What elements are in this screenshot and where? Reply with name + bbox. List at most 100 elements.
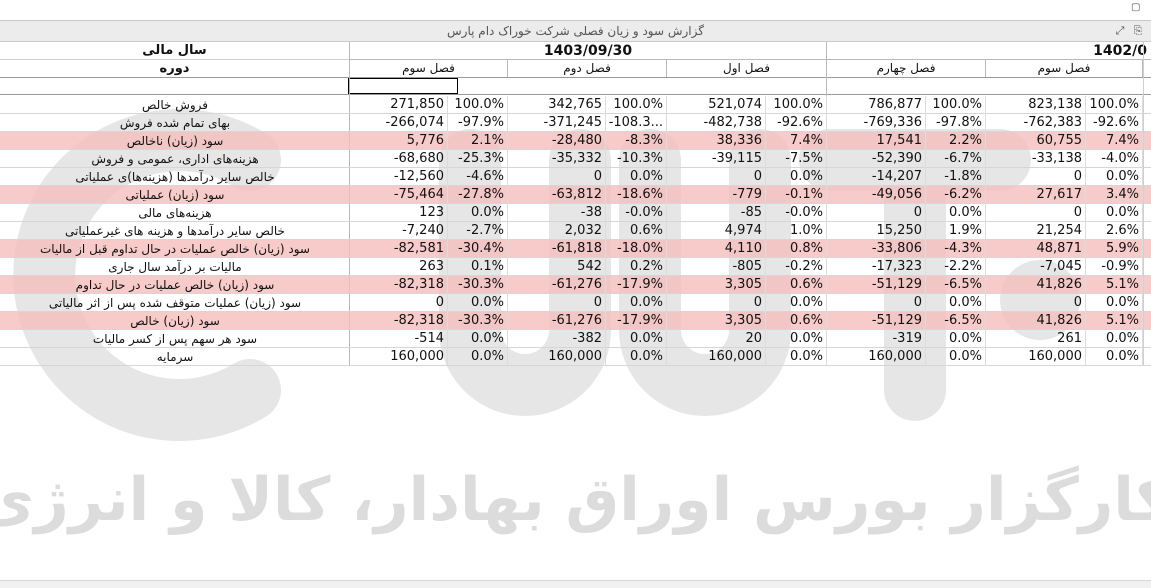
percent-cell[interactable]: 0.0%	[926, 204, 986, 222]
amount-cell[interactable]: -52,390	[827, 150, 926, 168]
amount-cell[interactable]: -82,318	[350, 276, 448, 294]
amount-cell[interactable]: -61,276	[508, 312, 606, 330]
percent-cell[interactable]: 0.0%	[1086, 204, 1143, 222]
percent-cell[interactable]: -4.0%	[1086, 150, 1143, 168]
amount-cell[interactable]: -33,806	[827, 240, 926, 258]
amount-cell[interactable]: -12,560	[350, 168, 448, 186]
percent-cell[interactable]: -108.3...	[606, 114, 667, 132]
percent-cell[interactable]: -30.4%	[448, 240, 508, 258]
percent-cell[interactable]: -7.5%	[766, 150, 827, 168]
percent-cell[interactable]: -0.1%	[766, 186, 827, 204]
amount-cell[interactable]: -28,480	[508, 132, 606, 150]
table-row[interactable]: سود (زیان) خالص -82,318 -30.3% -61,276 -17.9…	[0, 312, 1151, 330]
expand-icon[interactable]: ⤢	[1115, 24, 1125, 37]
table-row[interactable]: سود (زیان) خالص عملیات در حال تداوم -82,3…	[0, 276, 1151, 294]
amount-cell[interactable]: -33,138	[986, 150, 1086, 168]
amount-cell[interactable]: 0	[667, 294, 766, 312]
amount-cell[interactable]: -85	[667, 204, 766, 222]
percent-cell[interactable]: -6.7%	[926, 150, 986, 168]
percent-cell[interactable]: 0.8%	[766, 240, 827, 258]
percent-cell[interactable]: -4.3%	[926, 240, 986, 258]
amount-cell[interactable]: 17,541	[827, 132, 926, 150]
percent-cell[interactable]: 0.0%	[766, 330, 827, 348]
percent-cell[interactable]: 0.0%	[926, 348, 986, 366]
percent-cell[interactable]: -18.0%	[606, 240, 667, 258]
amount-cell[interactable]: -266,074	[350, 114, 448, 132]
percent-cell[interactable]: 7.4%	[766, 132, 827, 150]
amount-cell[interactable]: 27,617	[986, 186, 1086, 204]
percent-cell[interactable]: -0.2%	[766, 258, 827, 276]
percent-cell[interactable]: -0.0%	[606, 204, 667, 222]
amount-cell[interactable]: 48,871	[986, 240, 1086, 258]
table-row[interactable]: سود (زیان) عملیات متوقف شده پس از اثر ما…	[0, 294, 1151, 312]
amount-cell[interactable]: 542	[508, 258, 606, 276]
percent-cell[interactable]: 0.0%	[766, 348, 827, 366]
amount-cell[interactable]: 521,074	[667, 96, 766, 114]
amount-cell[interactable]: -51,129	[827, 276, 926, 294]
table-row[interactable]: خالص سایر درآمدها (هزینه‌ها)ی عملیاتی -12…	[0, 168, 1151, 186]
amount-cell[interactable]: -17,323	[827, 258, 926, 276]
amount-cell[interactable]: -382	[508, 330, 606, 348]
table-row[interactable]: مالیات بر درآمد سال جاری 263 0.1% 542 0.2% -8…	[0, 258, 1151, 276]
percent-cell[interactable]: 100.0%	[606, 96, 667, 114]
amount-cell[interactable]: 123	[350, 204, 448, 222]
amount-cell[interactable]: -61,276	[508, 276, 606, 294]
amount-cell[interactable]: 4,110	[667, 240, 766, 258]
percent-cell[interactable]: -30.3%	[448, 276, 508, 294]
amount-cell[interactable]: 786,877	[827, 96, 926, 114]
percent-cell[interactable]: 0.0%	[1086, 348, 1143, 366]
percent-cell[interactable]: -92.6%	[766, 114, 827, 132]
percent-cell[interactable]: -4.6%	[448, 168, 508, 186]
percent-cell[interactable]: 7.4%	[1086, 132, 1143, 150]
percent-cell[interactable]: 100.0%	[448, 96, 508, 114]
percent-cell[interactable]: 5.1%	[1086, 276, 1143, 294]
amount-cell[interactable]: 0	[667, 168, 766, 186]
amount-cell[interactable]: -319	[827, 330, 926, 348]
amount-cell[interactable]: -35,332	[508, 150, 606, 168]
table-row[interactable]: فروش خالص 271,850 100.0% 342,765 100.0% 521,0…	[0, 96, 1151, 114]
amount-cell[interactable]: 60,755	[986, 132, 1086, 150]
amount-cell[interactable]: 3,305	[667, 276, 766, 294]
percent-cell[interactable]: 0.0%	[1086, 294, 1143, 312]
amount-cell[interactable]: 0	[827, 204, 926, 222]
amount-cell[interactable]: 15,250	[827, 222, 926, 240]
amount-cell[interactable]: -49,056	[827, 186, 926, 204]
percent-cell[interactable]: -30.3%	[448, 312, 508, 330]
percent-cell[interactable]: 100.0%	[1086, 96, 1143, 114]
percent-cell[interactable]: 1.0%	[766, 222, 827, 240]
amount-cell[interactable]: 5,776	[350, 132, 448, 150]
amount-cell[interactable]: -51,129	[827, 312, 926, 330]
amount-cell[interactable]: -371,245	[508, 114, 606, 132]
percent-cell[interactable]: -6.5%	[926, 276, 986, 294]
amount-cell[interactable]: 21,254	[986, 222, 1086, 240]
table-row[interactable]: هزینه‌های اداری، عمومی و فروش -68,680 -25.…	[0, 150, 1151, 168]
percent-cell[interactable]: 100.0%	[926, 96, 986, 114]
amount-cell[interactable]: -482,738	[667, 114, 766, 132]
percent-cell[interactable]: -6.5%	[926, 312, 986, 330]
percent-cell[interactable]: 0.0%	[926, 294, 986, 312]
amount-cell[interactable]: -75,464	[350, 186, 448, 204]
amount-cell[interactable]: 0	[827, 294, 926, 312]
percent-cell[interactable]: -17.9%	[606, 276, 667, 294]
amount-cell[interactable]: 0	[986, 168, 1086, 186]
amount-cell[interactable]: 0	[508, 168, 606, 186]
amount-cell[interactable]: -7,240	[350, 222, 448, 240]
amount-cell[interactable]: -769,336	[827, 114, 926, 132]
percent-cell[interactable]: -0.9%	[1086, 258, 1143, 276]
amount-cell[interactable]: 271,850	[350, 96, 448, 114]
amount-cell[interactable]: 160,000	[508, 348, 606, 366]
horizontal-scrollbar[interactable]	[0, 580, 1151, 588]
percent-cell[interactable]: 5.9%	[1086, 240, 1143, 258]
table-row[interactable]: سرمایه 160,000 0.0% 160,000 0.0% 160,000 0.0% 1…	[0, 348, 1151, 366]
amount-cell[interactable]: -762,383	[986, 114, 1086, 132]
percent-cell[interactable]: -10.3%	[606, 150, 667, 168]
percent-cell[interactable]: 2.2%	[926, 132, 986, 150]
amount-cell[interactable]: -805	[667, 258, 766, 276]
amount-cell[interactable]: -7,045	[986, 258, 1086, 276]
export-icon[interactable]: ⎘	[1133, 24, 1143, 37]
percent-cell[interactable]: 0.0%	[766, 168, 827, 186]
table-row[interactable]: سود (زیان) ناخالص 5,776 2.1% -28,480 -8.3% 38…	[0, 132, 1151, 150]
amount-cell[interactable]: -82,581	[350, 240, 448, 258]
amount-cell[interactable]: -14,207	[827, 168, 926, 186]
percent-cell[interactable]: -0.0%	[766, 204, 827, 222]
